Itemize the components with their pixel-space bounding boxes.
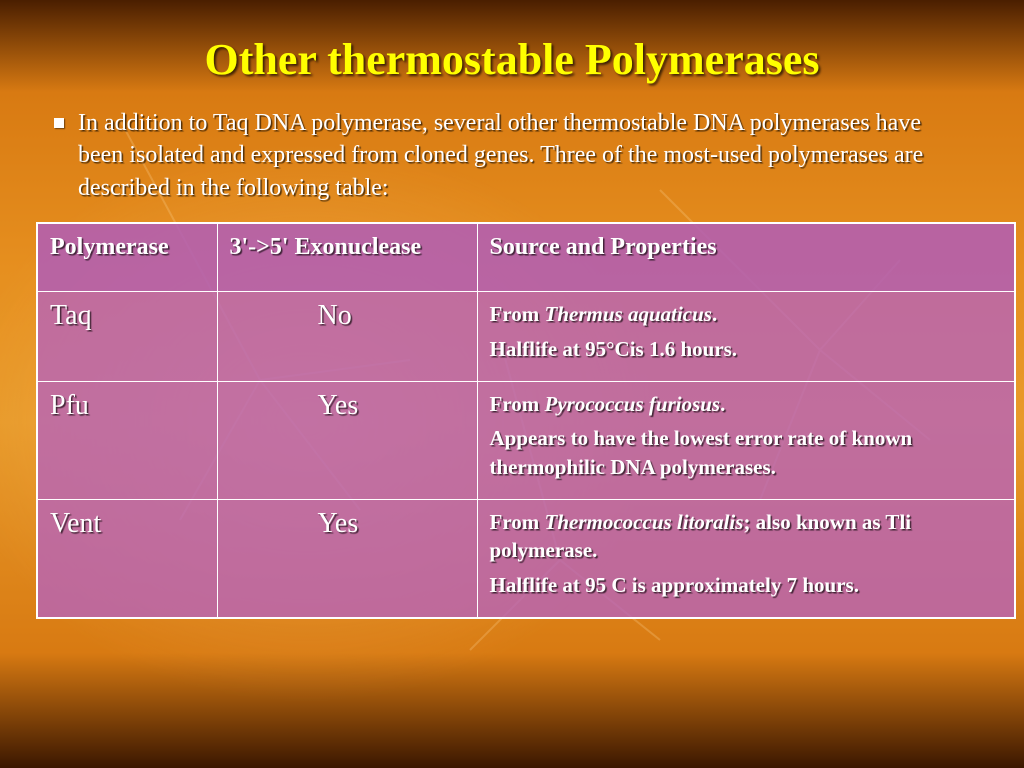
cell-name: Pfu	[37, 381, 217, 499]
property-text: Appears to have the lowest error rate of…	[490, 424, 1003, 481]
source-prefix: From	[490, 392, 545, 416]
cell-source: From Thermus aquaticus. Halflife at 95°C…	[477, 292, 1015, 382]
cell-exo: Yes	[217, 499, 477, 618]
source-suffix: .	[720, 392, 725, 416]
cell-name: Taq	[37, 292, 217, 382]
bullet-marker-icon	[54, 118, 64, 128]
property-text: Halflife at 95 C is approximately 7 hour…	[490, 571, 1003, 599]
bullet-item: In addition to Taq DNA polymerase, sever…	[36, 107, 988, 222]
table-row: Vent Yes From Thermococcus litoralis; al…	[37, 499, 1015, 618]
organism-name: Thermococcus litoralis	[545, 510, 744, 534]
table-row: Taq No From Thermus aquaticus. Halflife …	[37, 292, 1015, 382]
table-row: Pfu Yes From Pyrococcus furiosus. Appear…	[37, 381, 1015, 499]
source-suffix: .	[712, 302, 717, 326]
source-prefix: From	[490, 302, 545, 326]
cell-source: From Thermococcus litoralis; also known …	[477, 499, 1015, 618]
cell-name: Vent	[37, 499, 217, 618]
col-header-source: Source and Properties	[477, 223, 1015, 292]
slide-title: Other thermostable Polymerases	[36, 34, 988, 85]
col-header-exonuclease: 3'->5' Exonuclease	[217, 223, 477, 292]
cell-exo: No	[217, 292, 477, 382]
cell-source: From Pyrococcus furiosus. Appears to hav…	[477, 381, 1015, 499]
property-text: Halflife at 95°Cis 1.6 hours.	[490, 335, 1003, 363]
col-header-polymerase: Polymerase	[37, 223, 217, 292]
organism-name: Pyrococcus furiosus	[545, 392, 721, 416]
organism-name: Thermus aquaticus	[545, 302, 712, 326]
slide: Other thermostable Polymerases In additi…	[0, 0, 1024, 768]
bullet-text: In addition to Taq DNA polymerase, sever…	[78, 107, 970, 204]
source-prefix: From	[490, 510, 545, 534]
table-header-row: Polymerase 3'->5' Exonuclease Source and…	[37, 223, 1015, 292]
polymerase-table: Polymerase 3'->5' Exonuclease Source and…	[36, 222, 1016, 619]
cell-exo: Yes	[217, 381, 477, 499]
